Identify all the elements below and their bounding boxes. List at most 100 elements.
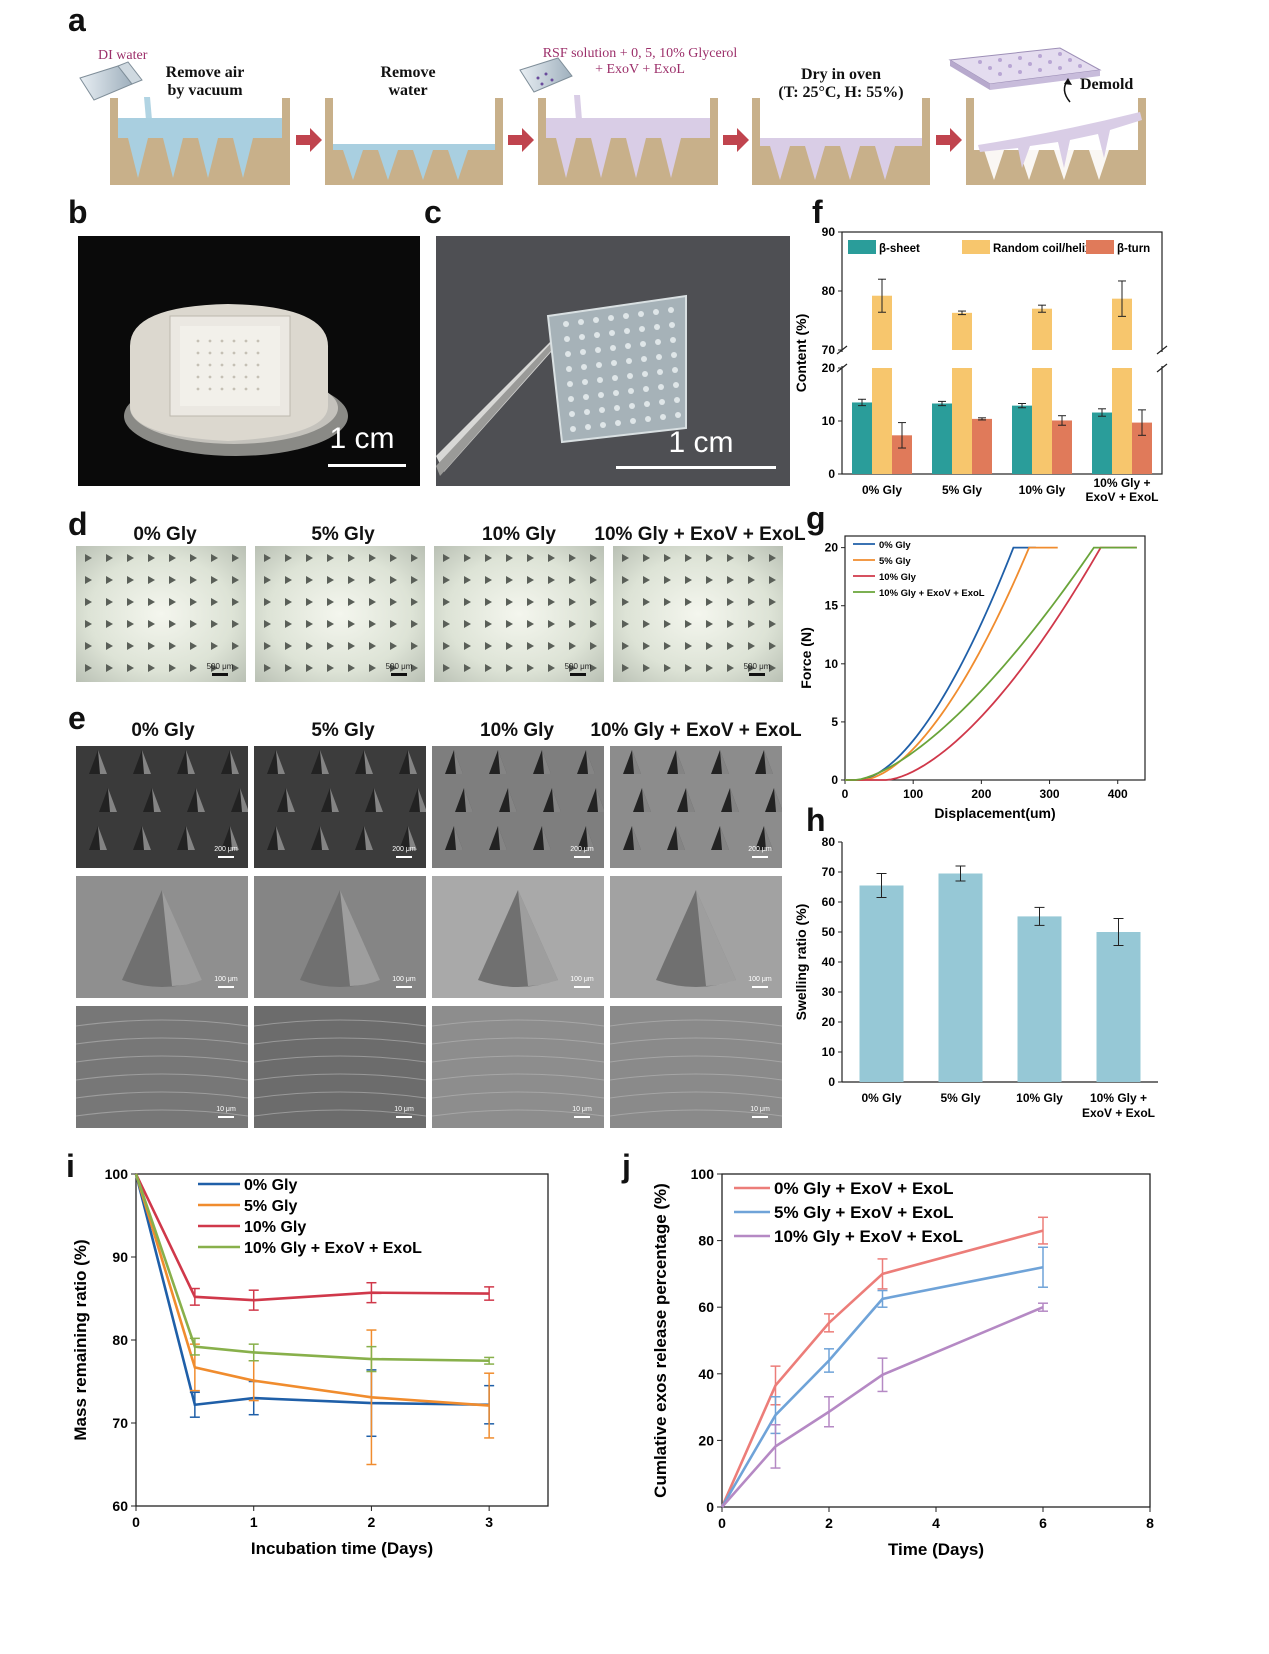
panel-e-scale-bar-r2-c0 xyxy=(218,1116,234,1118)
x-tick-label: 0 xyxy=(842,787,849,801)
needle-mark xyxy=(685,576,692,584)
micrograph-d-1: 500 μm xyxy=(255,546,425,682)
needle-mark xyxy=(748,664,755,672)
sem-e-illustration-r1-c3 xyxy=(656,890,736,987)
panel-d-title-0: 0% Gly xyxy=(133,524,197,545)
axis-break-gap xyxy=(834,352,1170,366)
sem-needle-highlight xyxy=(286,788,295,812)
bar-1-lower xyxy=(952,368,972,474)
needle-mark xyxy=(285,576,292,584)
sem-surface-line xyxy=(432,1019,604,1027)
x-tick-label: 2 xyxy=(368,1514,376,1530)
needle-mark xyxy=(106,620,113,628)
step1-di-water: DI water xyxy=(98,48,148,63)
needle-mark xyxy=(327,642,334,650)
needle-mark xyxy=(327,598,334,606)
sem-e-r0-c3: 200 μm xyxy=(610,746,782,868)
needle-mark xyxy=(106,598,113,606)
needle-mark xyxy=(411,598,418,606)
needle-mark xyxy=(411,642,418,650)
panel-c-scale-bar xyxy=(616,466,776,469)
sem-needle-highlight xyxy=(142,750,151,774)
needle-mark xyxy=(643,620,650,628)
panel-d-title-2: 10% Gly xyxy=(482,524,556,545)
swelling-bar-1 xyxy=(938,873,983,1082)
needle-mark xyxy=(485,554,492,562)
sem-e-r1-c0: 100 μm xyxy=(76,876,248,998)
needle-mark xyxy=(390,576,397,584)
needle-mark xyxy=(548,620,555,628)
force-curve-1 xyxy=(845,546,1058,781)
needle-mark xyxy=(169,642,176,650)
needle-mark xyxy=(285,554,292,562)
panel-e-title-1: 5% Gly xyxy=(311,720,375,741)
needle-mark xyxy=(390,620,397,628)
panel-label-g: g xyxy=(806,500,826,536)
sem-needle-highlight xyxy=(676,750,685,774)
sem-needle-highlight xyxy=(108,788,117,812)
needle-mark xyxy=(148,598,155,606)
y-axis-label: Cumlative exos release percentage (%) xyxy=(651,1183,670,1498)
y-tick-label: 10 xyxy=(822,1045,836,1059)
panel-e-scale-label-r1-c3: 100 μm xyxy=(748,976,772,983)
needle-mark xyxy=(464,620,471,628)
y-tick-label: 80 xyxy=(822,835,836,849)
sem-surface-line xyxy=(254,1019,426,1027)
sem-surface-line xyxy=(76,1073,248,1081)
needle-mark xyxy=(369,664,376,672)
sem-needle-highlight xyxy=(230,826,239,850)
sem-needle-highlight xyxy=(320,826,329,850)
x-axis-label: Displacement(um) xyxy=(934,805,1055,821)
legend-label-0: 0% Gly xyxy=(879,540,911,551)
needle-mark xyxy=(264,576,271,584)
micrograph-d-needles-0 xyxy=(85,554,239,672)
y-axis-label: Mass remaining ratio (%) xyxy=(71,1239,90,1440)
needle-mark xyxy=(643,576,650,584)
sem-surface-line xyxy=(610,1055,782,1063)
x-tick-label: 300 xyxy=(1040,787,1060,801)
needle-mark xyxy=(548,598,555,606)
needle-mark xyxy=(548,576,555,584)
needle-mark xyxy=(285,598,292,606)
swelling-bar-0 xyxy=(859,885,904,1082)
force-curve-0 xyxy=(845,546,1036,781)
sem-needle-highlight xyxy=(586,826,595,850)
y-axis-label: Content (%) xyxy=(793,314,809,393)
sem-e-illustration-r1-c0 xyxy=(122,890,202,987)
legend-label-3: 10% Gly + ExoV + ExoL xyxy=(879,588,985,599)
sem-needle-highlight xyxy=(364,750,373,774)
needle-mark xyxy=(485,598,492,606)
needle-mark xyxy=(285,642,292,650)
panel-e-scale-bar-r1-c1 xyxy=(396,986,412,988)
needle-mark xyxy=(706,598,713,606)
x-tick-label: 10% Gly xyxy=(1019,483,1066,497)
sem-e-r1-c1: 100 μm xyxy=(254,876,426,998)
sem-e-r1-c2: 100 μm xyxy=(432,876,604,998)
needle-mark xyxy=(569,576,576,584)
sem-surface-line xyxy=(432,1073,604,1081)
needle-mark xyxy=(127,598,134,606)
sem-needle-highlight xyxy=(596,788,604,812)
sem-e-r2-c1: 10 μm xyxy=(254,1006,426,1128)
step2-line2: water xyxy=(388,82,428,99)
y-tick-label: 60 xyxy=(822,895,836,909)
needle-mark xyxy=(622,664,629,672)
step3-line2: + ExoV + ExoL xyxy=(595,62,685,77)
needle-mark xyxy=(569,598,576,606)
step3-label: RSF solution + 0, 5, 10% Glycerol + ExoV… xyxy=(520,46,760,78)
panel-label-b: b xyxy=(68,194,88,230)
needle-mark xyxy=(622,642,629,650)
sem-surface-line xyxy=(432,1109,604,1117)
sem-needle-highlight xyxy=(542,826,551,850)
panel-label-h: h xyxy=(806,802,826,838)
needle-mark xyxy=(443,554,450,562)
sem-needle-highlight xyxy=(196,788,205,812)
needle-mark xyxy=(327,664,334,672)
sem-surface-line xyxy=(254,1073,426,1081)
needle-mark xyxy=(211,576,218,584)
step5-label: Demold xyxy=(1080,76,1134,93)
sem-needle-highlight xyxy=(454,750,463,774)
sem-surface-line xyxy=(432,1037,604,1045)
needle-mark xyxy=(485,576,492,584)
needle-mark xyxy=(327,620,334,628)
